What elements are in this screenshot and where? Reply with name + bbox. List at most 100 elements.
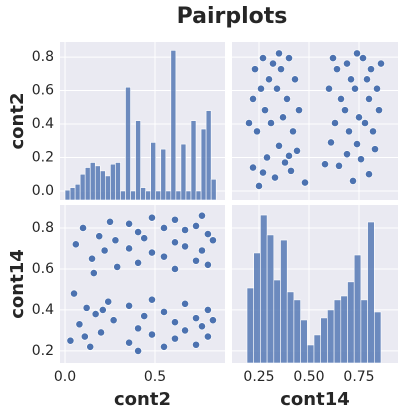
scatter-point [204, 260, 212, 269]
scatter-point [257, 84, 265, 93]
scatter-point [273, 84, 281, 93]
histogram-bar [347, 281, 355, 364]
y-tick-label: 0.8 [32, 220, 54, 236]
scatter-point [134, 258, 142, 267]
scatter-point [365, 95, 373, 103]
x-axis-label: cont2 [114, 389, 171, 410]
scatter-point [109, 316, 118, 325]
scatter-point [269, 59, 277, 68]
histogram-bar [353, 254, 362, 364]
scatter-point [100, 246, 109, 255]
histogram-bar [140, 187, 146, 201]
histogram-bar [130, 190, 136, 201]
scatter-point [160, 342, 168, 351]
histogram-bar [367, 221, 375, 364]
histogram-bar [306, 344, 315, 364]
scatter-point [171, 334, 179, 343]
scatter-point [375, 106, 383, 115]
scatter-point [283, 95, 291, 103]
scatter-point [70, 289, 78, 298]
scatter-point [363, 75, 371, 84]
x-tick-label: 0.75 [343, 369, 374, 385]
panel [232, 42, 398, 200]
scatter-point [259, 168, 267, 177]
scatter-point [192, 256, 200, 265]
histogram-bar [64, 189, 71, 201]
panel [60, 205, 225, 363]
histogram-bar [273, 279, 281, 364]
scatter-point [289, 127, 297, 136]
scatter-point [171, 265, 179, 273]
scatter-point [249, 95, 257, 103]
scatter-point [327, 138, 335, 147]
scatter-point [181, 299, 189, 308]
histogram-bar [185, 190, 192, 201]
scatter-point [97, 328, 105, 337]
y-tick-label: 0.0 [32, 183, 54, 199]
scatter-point [209, 316, 217, 325]
scatter-point [134, 347, 142, 355]
histogram-bar [175, 190, 182, 201]
scatter-point [357, 155, 365, 164]
scatter-point [104, 297, 113, 306]
x-tick-label: 0.25 [243, 369, 274, 385]
scatter-point [181, 226, 189, 234]
histogram-bar [125, 86, 131, 201]
histogram-bar [286, 291, 295, 364]
scatter-point [285, 54, 293, 62]
scatter-point [98, 306, 107, 314]
scatter-point [263, 153, 271, 162]
scatter-point [80, 332, 89, 341]
scatter-point [125, 219, 133, 228]
x-tick-label: 0.50 [293, 369, 324, 385]
scatter-point [325, 84, 333, 93]
histogram-bar [145, 190, 151, 201]
histogram-bar [253, 252, 261, 364]
histogram-bar [105, 175, 111, 201]
scatter-point [89, 269, 98, 277]
scatter-point [113, 262, 122, 271]
scatter-point [125, 338, 133, 347]
chart-title: Pairplots [177, 4, 288, 29]
scatter-point [160, 308, 168, 316]
histogram-bar [327, 309, 335, 364]
histogram-bar [135, 120, 141, 201]
histogram-bar [260, 214, 268, 364]
y-axis-label: cont2 [7, 93, 28, 150]
scatter-point [365, 170, 373, 179]
scatter-point [91, 310, 100, 318]
scatter-point [198, 322, 206, 331]
scatter-point [301, 178, 309, 187]
histogram-bar [100, 170, 106, 201]
histogram-bar [170, 50, 177, 201]
scatter-point [148, 295, 156, 304]
x-tick-label: 0.5 [144, 369, 166, 385]
scatter-point [335, 161, 343, 170]
scatter-point [373, 84, 381, 93]
scatter-point [140, 312, 149, 320]
scatter-point [359, 54, 367, 62]
scatter-point [371, 145, 379, 154]
scatter-point [88, 254, 96, 263]
scatter-point [275, 141, 283, 150]
histogram-bar [195, 190, 202, 201]
histogram-bar [165, 190, 172, 201]
scatter-point [349, 177, 357, 185]
scatter-point [251, 65, 259, 74]
histogram-bar [180, 143, 187, 201]
y-tick-label: 0.8 [32, 49, 54, 65]
scatter-point [291, 75, 299, 84]
panel [60, 42, 225, 201]
scatter-point [287, 166, 295, 175]
scatter-point [249, 163, 257, 172]
scatter-point [134, 324, 142, 333]
histogram-bar [84, 167, 91, 201]
x-axis-label: cont14 [280, 389, 350, 410]
histogram-bar [155, 190, 162, 201]
scatter-point [79, 224, 87, 232]
y-axis-label: cont14 [7, 249, 28, 319]
scatter-point [140, 234, 149, 243]
scatter-point [192, 222, 200, 230]
